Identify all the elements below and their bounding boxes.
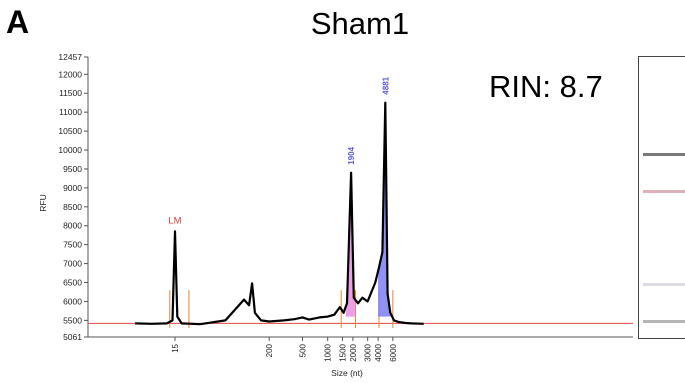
x-tick-label: 3000 [364,343,373,361]
y-axis-label: RFU [38,194,48,211]
y-tick-label: 12000 [58,69,82,79]
chart-axes: 12457 12000 11500 11000 10500 10000 9500 9000 85… [38,52,633,378]
panel-label: A [6,4,30,40]
x-tick-label: 4000 [374,343,383,361]
gel-band [643,153,685,157]
gel-band [643,190,685,193]
y-tick-label: 11000 [59,107,82,117]
y-tick-label: 8500 [63,202,82,212]
gel-band [643,320,685,324]
peak-label: 4881 [381,76,390,94]
chart-title: Sham1 [310,6,410,41]
x-tick-label: 15 [171,343,180,352]
x-tick-label: 200 [265,343,274,357]
x-tick-label: 1500 [338,343,347,361]
peak-label: 1904 [347,146,356,164]
y-tick-label: 5500 [63,315,82,325]
y-tick-label: 8000 [63,221,82,231]
peak-label: LM [168,215,181,226]
y-tick-label: 9500 [63,164,82,174]
y-tick-label: 9000 [63,183,82,193]
x-tick-label: 500 [298,343,307,357]
signal-trace [135,101,424,326]
x-tick-label: 6000 [389,343,398,361]
y-tick-label: 12457 [58,52,82,62]
x-tick-label: 2000 [349,343,358,361]
y-tick-label: 5061 [63,332,82,342]
x-axis-label: Size (nt) [331,368,363,378]
gel-band [643,283,685,287]
gel-lane-image [638,56,685,339]
y-tick-label: 6500 [63,278,82,288]
y-tick-label: 11500 [59,88,82,98]
x-tick-label: 1000 [324,343,333,361]
plot-area: LM 1904 4881 [88,76,633,328]
y-tick-label: 7000 [63,259,82,269]
rin-label: RIN: 8.7 [489,69,603,104]
y-tick-label: 10500 [58,126,82,136]
y-tick-label: 7500 [63,240,82,250]
y-tick-label: 10000 [58,145,82,155]
y-tick-label: 6000 [63,296,82,306]
